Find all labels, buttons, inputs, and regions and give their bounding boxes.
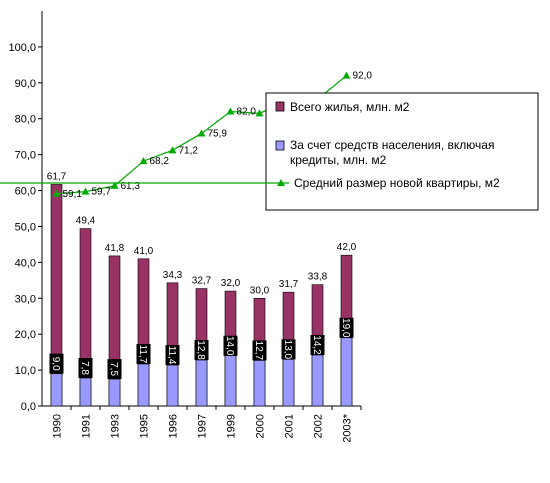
point-size bbox=[81, 187, 90, 195]
y-tick-label: 70,0 bbox=[15, 150, 36, 162]
x-tick-label: 1991 bbox=[81, 414, 93, 438]
legend-label-population-line1: За счет средств населения, включая bbox=[290, 138, 494, 152]
y-tick-label: 90,0 bbox=[15, 78, 36, 90]
y-tick-label: 0,0 bbox=[21, 401, 36, 413]
data-label-total: 41,8 bbox=[105, 243, 125, 254]
data-label-size: 71,2 bbox=[179, 145, 199, 156]
data-label-population-box bbox=[165, 345, 180, 366]
y-tick-label: 40,0 bbox=[15, 257, 36, 269]
data-label-size: 82,0 bbox=[237, 107, 257, 118]
data-label-total: 32,7 bbox=[192, 276, 212, 287]
bar-population bbox=[79, 377, 92, 407]
data-label-population: 7,8 bbox=[79, 361, 90, 375]
data-label-population-box bbox=[136, 343, 151, 364]
bar-population bbox=[224, 355, 237, 407]
data-label-size: 59,7 bbox=[92, 187, 112, 198]
data-label-total: 32,0 bbox=[221, 278, 241, 289]
bar-population bbox=[311, 354, 324, 407]
data-label-total: 49,4 bbox=[76, 216, 96, 227]
data-label-total: 42,0 bbox=[337, 242, 357, 253]
point-size bbox=[110, 181, 119, 189]
x-tick-label: 2003* bbox=[342, 413, 354, 442]
data-label-size: 92,0 bbox=[353, 71, 373, 82]
x-tick-label: 2002 bbox=[313, 414, 325, 438]
data-label-total: 61,7 bbox=[47, 171, 67, 182]
data-label-total: 33,8 bbox=[308, 272, 328, 283]
data-label-population-box bbox=[78, 357, 93, 378]
data-label-size: 59,1 bbox=[63, 189, 83, 200]
point-size bbox=[226, 107, 235, 115]
bar-population bbox=[137, 363, 150, 407]
data-label-population-box bbox=[49, 353, 64, 374]
bar-population bbox=[282, 359, 295, 407]
x-tick-label: 2001 bbox=[284, 414, 296, 438]
data-label-population: 13,0 bbox=[282, 340, 293, 360]
y-tick-label: 80,0 bbox=[15, 114, 36, 126]
data-label-size: 61,3 bbox=[121, 181, 141, 192]
data-label-total: 34,3 bbox=[163, 270, 183, 281]
point-size bbox=[255, 109, 264, 117]
data-label-population: 14,0 bbox=[224, 336, 235, 356]
x-tick-label: 1999 bbox=[226, 414, 238, 438]
data-label-population: 19,0 bbox=[340, 318, 351, 338]
data-label-population-box bbox=[281, 339, 296, 360]
point-size bbox=[52, 189, 61, 197]
x-tick-label: 1995 bbox=[139, 414, 151, 438]
legend-swatch-total bbox=[275, 101, 285, 112]
bar-population bbox=[108, 378, 121, 407]
y-tick-label: 30,0 bbox=[15, 293, 36, 305]
x-tick-label: 1990 bbox=[52, 414, 64, 438]
data-label-population-box bbox=[194, 340, 209, 361]
x-tick-label: 2000 bbox=[255, 414, 267, 438]
bar-population bbox=[340, 337, 353, 407]
legend: Всего жилья, млн. м2 За счет средств нас… bbox=[0, 92, 539, 211]
x-tick-label: 1993 bbox=[110, 414, 122, 438]
y-tick-label: 100,0 bbox=[8, 42, 36, 54]
y-tick-label: 10,0 bbox=[15, 365, 36, 377]
bar-population bbox=[50, 373, 63, 407]
point-size bbox=[197, 129, 206, 137]
data-label-total: 41,0 bbox=[134, 246, 154, 257]
point-size bbox=[139, 157, 148, 165]
data-label-size: 75,9 bbox=[208, 128, 228, 139]
legend-label-population-line2: кредиты, млн. м2 bbox=[290, 153, 387, 167]
y-tick-label: 50,0 bbox=[15, 221, 36, 233]
legend-label-total: Всего жилья, млн. м2 bbox=[290, 100, 410, 114]
axes: 0,0 10,0 20,0 30,0 40,0 50,0 60,0 70,0 80,0 90,0 1… bbox=[8, 11, 362, 443]
x-tick-label: 1996 bbox=[168, 414, 180, 438]
data-label-population: 12,7 bbox=[253, 341, 264, 361]
data-label-population-box bbox=[310, 335, 325, 356]
legend-marker-size bbox=[277, 179, 285, 186]
data-label-population-box bbox=[252, 340, 267, 361]
legend-box bbox=[265, 92, 539, 211]
data-label-population: 14,2 bbox=[311, 335, 322, 355]
point-size bbox=[342, 71, 351, 79]
bar-population bbox=[253, 360, 266, 407]
data-label-total: 31,7 bbox=[279, 279, 299, 290]
data-label-population-box bbox=[339, 317, 354, 338]
x-tick-label: 1997 bbox=[197, 414, 209, 438]
bar-population bbox=[195, 359, 208, 407]
data-label-population: 7,5 bbox=[108, 362, 119, 376]
data-label-total: 30,0 bbox=[250, 285, 270, 296]
point-size bbox=[168, 146, 177, 154]
data-label-population-box bbox=[223, 335, 238, 356]
data-label-population-box bbox=[107, 359, 122, 380]
data-label-population: 11,4 bbox=[166, 346, 177, 365]
y-tick-label: 60,0 bbox=[15, 186, 36, 198]
data-label-population: 11,7 bbox=[137, 345, 148, 364]
legend-label-size: Средний размер новой квартиры, м2 bbox=[294, 176, 500, 190]
data-label-population: 12,8 bbox=[195, 340, 206, 360]
legend-swatch-population bbox=[275, 140, 285, 151]
data-label-size: 68,2 bbox=[150, 156, 170, 167]
bar-population bbox=[166, 364, 179, 407]
bars-population-funded bbox=[50, 337, 353, 407]
data-label-population: 9,0 bbox=[50, 357, 61, 371]
y-tick-label: 20,0 bbox=[15, 329, 36, 341]
